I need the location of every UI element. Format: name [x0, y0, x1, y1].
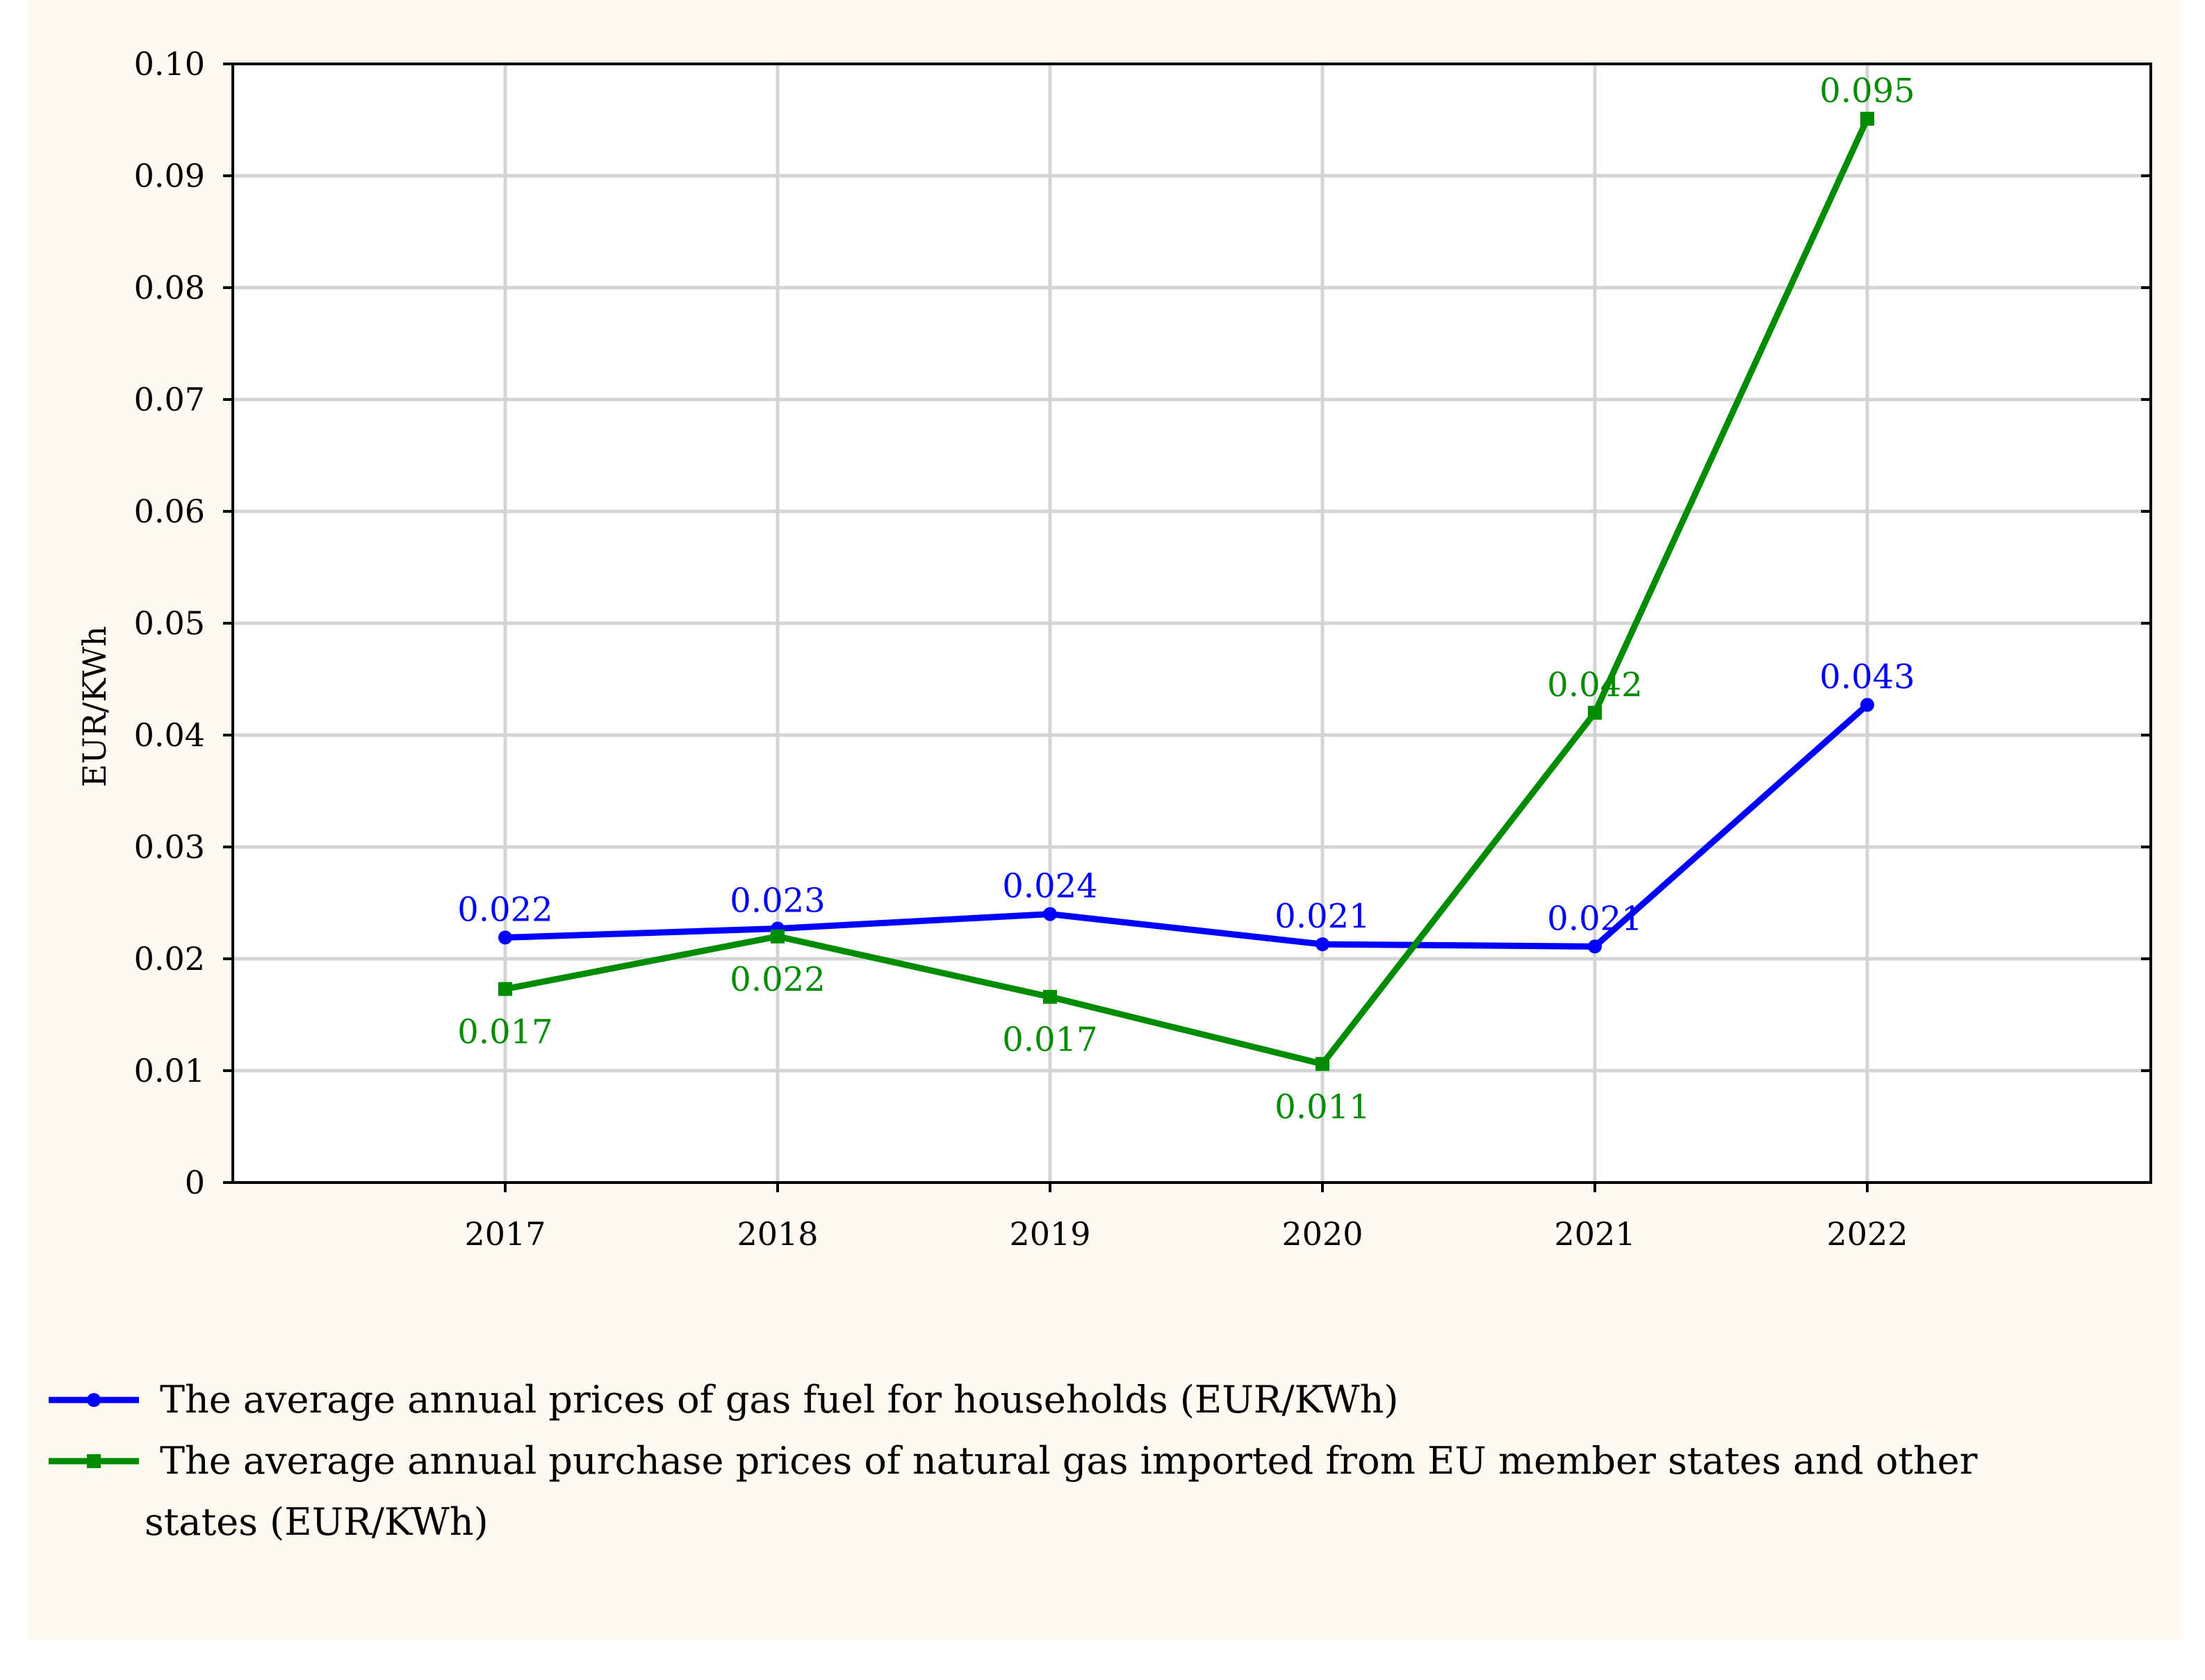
y-tick-label: 0.07 [134, 381, 205, 418]
series-2-point [1043, 989, 1057, 1004]
y-tick-label: 0 [185, 1164, 205, 1201]
y-tick-label: 0.04 [134, 716, 205, 754]
legend: The average annual prices of gas fuel fo… [49, 1378, 1978, 1544]
data-label: 0.011 [1274, 1087, 1370, 1126]
data-label: 0.022 [730, 960, 825, 999]
series-2-point [1315, 1057, 1329, 1071]
series-2-point [498, 982, 512, 996]
data-label: 0.021 [1274, 897, 1370, 936]
line-chart: 0 0.01 0.02 0.03 0.04 0.05 0.06 0.07 0.08 0.09 0.1… [49, 45, 2152, 1544]
series-1-point [1860, 698, 1874, 712]
axis-layer: 0 0.01 0.02 0.03 0.04 0.05 0.06 0.07 0.08 0.09 0.1… [76, 45, 2152, 1253]
y-tick-label: 0.05 [134, 604, 205, 642]
grid-layer [233, 64, 2151, 1183]
data-label: 0.017 [457, 1012, 552, 1051]
y-tick-label: 0.10 [134, 45, 205, 83]
y-tick-label: 0.02 [134, 940, 205, 978]
y-tick-label: 0.01 [134, 1052, 205, 1089]
data-label: 0.024 [1002, 867, 1097, 906]
x-tick-label: 2019 [1009, 1215, 1090, 1253]
data-label: 0.023 [730, 882, 825, 921]
legend-entry-text: states (EUR/KWh) [145, 1500, 489, 1544]
x-tick-label: 2022 [1826, 1215, 1908, 1253]
y-tick-label: 0.06 [134, 493, 205, 530]
series-1-point [498, 930, 512, 945]
x-tick-label: 2018 [737, 1215, 818, 1253]
series-2-point [771, 929, 785, 944]
y-tick-label: 0.09 [134, 157, 205, 195]
series-1-point [1315, 937, 1329, 952]
y-tick-label: 0.08 [134, 269, 205, 306]
x-tick-label: 2021 [1554, 1215, 1635, 1253]
chart-figure: 0 0.01 0.02 0.03 0.04 0.05 0.06 0.07 0.08 0.09 0.1… [28, 0, 2182, 1640]
series-line-2 [505, 117, 1871, 1067]
series-1-point [1588, 939, 1602, 954]
series-2-point [1860, 111, 1874, 126]
x-tick-label: 2020 [1281, 1215, 1363, 1253]
data-label: 0.017 [1002, 1021, 1097, 1060]
series-2-point [1588, 705, 1602, 720]
data-label: 0.022 [457, 890, 552, 929]
y-tick-label: 0.03 [134, 828, 205, 866]
y-axis-title: EUR/KWh [76, 626, 113, 787]
legend-swatch-marker [87, 1454, 101, 1468]
legend-swatch-marker [87, 1393, 101, 1407]
series-line-1 [505, 702, 1869, 950]
series-1-point [1043, 907, 1057, 921]
data-label-layer: 0.022 0.023 0.024 0.021 0.021 0.043 0.017 0.022… [457, 72, 1915, 1126]
legend-entry-text: The average annual purchase prices of na… [160, 1439, 1978, 1483]
data-label: 0.095 [1819, 72, 1915, 110]
series-layer [498, 111, 1874, 1071]
legend-entry-text: The average annual prices of gas fuel fo… [160, 1378, 1398, 1422]
data-label: 0.021 [1547, 899, 1642, 938]
data-label: 0.042 [1547, 666, 1642, 705]
data-label: 0.043 [1819, 658, 1915, 697]
x-tick-label: 2017 [464, 1215, 546, 1253]
